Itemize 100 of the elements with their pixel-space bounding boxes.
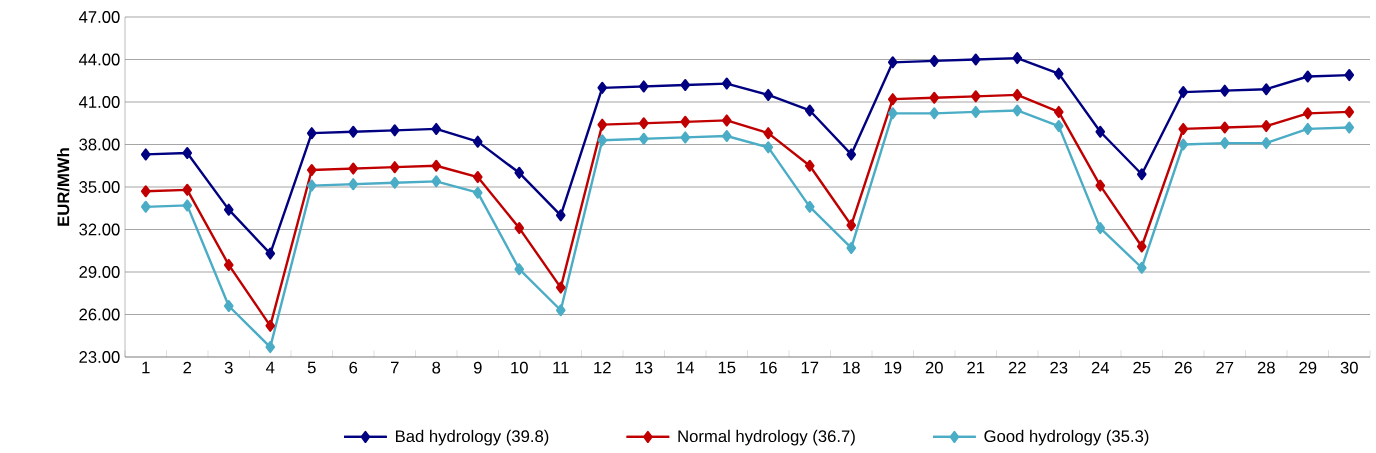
x-tick-label: 17 [801,361,819,374]
y-tick-label: 47.00 [78,11,120,23]
point [182,199,193,212]
point [472,171,483,184]
y-tick-label: 41.00 [78,96,120,108]
point [514,166,525,179]
point [223,300,234,312]
point [597,118,608,131]
point [1302,107,1313,120]
point [223,258,234,271]
point [348,162,359,175]
legend-label: Normal hydrology (36.7) [678,429,855,446]
point [1302,122,1313,135]
x-tick-label: 15 [718,361,736,374]
point [846,241,857,254]
y-tick-label: 35.00 [79,181,120,193]
point [1095,125,1106,138]
point [1261,120,1272,133]
point [721,129,732,142]
point [1344,69,1355,82]
x-tick-label: 28 [1257,361,1275,374]
x-tick-label: 21 [967,361,985,374]
x-tick-label: 8 [432,361,441,374]
x-tick-label: 14 [677,361,695,374]
point [970,105,981,118]
x-tick-label: 25 [1133,361,1151,374]
point [1136,240,1147,253]
point [638,132,649,145]
x-tick-label: 9 [473,361,482,374]
point [1219,121,1230,134]
point [1053,105,1064,118]
point [1012,104,1023,117]
point [306,164,317,176]
x-tick-label: 4 [265,361,275,374]
point [1219,137,1230,150]
point [597,134,608,147]
point [140,148,151,161]
x-tick-label: 6 [349,361,358,374]
point [1136,168,1147,181]
x-tick-label: 30 [1340,361,1358,374]
point [431,122,442,135]
point [763,141,774,154]
point [514,222,525,235]
x-tick-label: 1 [142,361,150,374]
point [265,319,276,332]
x-tick-label: 26 [1174,361,1192,374]
point [306,127,317,140]
x-tick-label: 29 [1299,361,1317,374]
point [555,209,566,222]
y-tick-label: 26.00 [79,308,120,321]
x-tick-label: 23 [1050,361,1068,374]
point [680,115,691,128]
point [846,219,857,232]
point [1012,88,1023,101]
point [1302,70,1313,83]
point [804,104,815,117]
point [431,159,442,172]
point [348,178,359,191]
point [804,200,815,213]
point [929,54,940,67]
point [555,281,566,294]
point [1178,138,1189,151]
legend-label: Good hydrology (35.3) [984,429,1149,446]
point [887,107,898,120]
point [514,263,525,276]
x-tick-label: 18 [843,361,860,374]
point [763,88,774,101]
point [431,175,442,188]
x-tick-label: 20 [925,361,943,374]
y-tick-label: 38.00 [79,138,120,151]
point [846,148,857,161]
point [804,159,815,172]
point [1344,105,1355,118]
point [763,127,774,140]
y-axis-title: EUR/MWh [57,148,70,226]
point [721,114,732,127]
legend-label: Bad hydrology (39.8) [396,429,549,446]
point [970,53,981,66]
point [1053,120,1064,133]
y-tick-label: 44.00 [78,53,120,66]
point [1261,83,1272,96]
point [1261,137,1272,150]
y-tick-label: 32.00 [79,223,120,236]
x-tick-label: 24 [1091,361,1110,374]
x-tick-label: 27 [1216,361,1234,374]
y-tick-label: 29.00 [79,266,120,278]
point [1178,86,1189,99]
point [680,131,691,144]
point [1136,261,1147,274]
point [1344,121,1355,134]
x-tick-label: 22 [1008,361,1026,374]
point [223,203,234,216]
point [680,79,691,91]
point [389,161,400,174]
point [638,117,649,130]
point [1178,122,1189,135]
point [555,304,566,317]
point [472,186,483,199]
point [970,90,981,103]
point [929,107,940,120]
